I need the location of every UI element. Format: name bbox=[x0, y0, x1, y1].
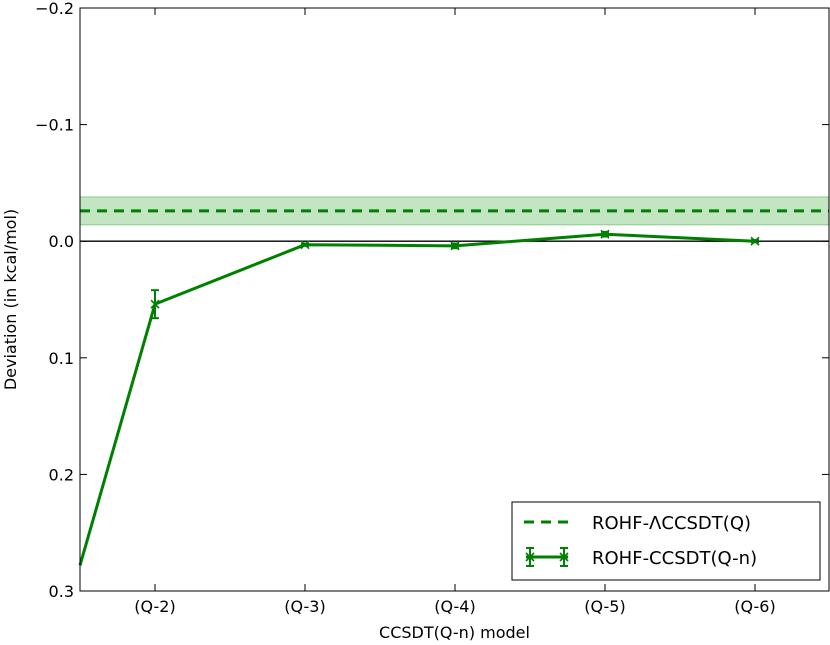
x-tick-label: (Q-3) bbox=[284, 597, 325, 616]
y-axis-title: Deviation (in kcal/mol) bbox=[1, 209, 20, 390]
x-marker bbox=[750, 236, 760, 246]
legend-label-series: ROHF-CCSDT(Q-n) bbox=[592, 548, 757, 569]
x-marker bbox=[150, 299, 160, 309]
data-point bbox=[450, 241, 460, 251]
x-tick-label: (Q-2) bbox=[134, 597, 175, 616]
x-marker bbox=[300, 240, 310, 250]
x-tick-label: (Q-6) bbox=[734, 597, 775, 616]
data-point bbox=[300, 240, 310, 250]
legend-errorbar-swatch bbox=[525, 547, 569, 567]
x-marker bbox=[600, 229, 610, 239]
legend-x-marker bbox=[559, 552, 569, 562]
x-tick-label: (Q-5) bbox=[584, 597, 625, 616]
legend-x-marker bbox=[525, 552, 535, 562]
y-tick-label: −0.2 bbox=[35, 0, 74, 18]
legend-label-reference: ROHF-ΛCCSDT(Q) bbox=[592, 513, 751, 534]
y-tick-label: 0.1 bbox=[49, 349, 74, 368]
data-point bbox=[600, 229, 610, 239]
y-tick-label: 0.0 bbox=[49, 232, 74, 251]
x-marker bbox=[450, 241, 460, 251]
series-line bbox=[78, 232, 756, 566]
y-tick-label: −0.1 bbox=[35, 116, 74, 135]
x-axis-title: CCSDT(Q-n) model bbox=[379, 623, 530, 642]
y-tick-label: 0.3 bbox=[49, 582, 74, 601]
y-tick-label: 0.2 bbox=[49, 465, 74, 484]
legend: ROHF-ΛCCSDT(Q) ROHF-CCSDT(Q-n) bbox=[511, 501, 821, 581]
x-tick-label: (Q-4) bbox=[434, 597, 475, 616]
data-point bbox=[150, 289, 160, 320]
data-point bbox=[750, 236, 760, 246]
